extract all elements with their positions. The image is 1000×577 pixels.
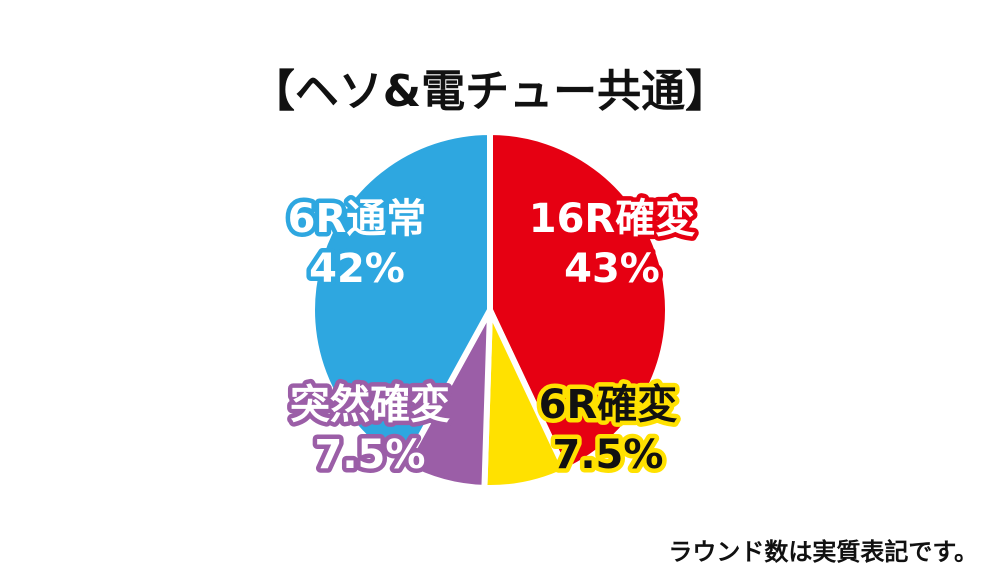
slice-label-totsuzen-kakuhen: 突然確変 7.5% xyxy=(286,378,455,483)
pie-slice-6r-tsujo xyxy=(309,129,493,469)
slice-value-6r-kakuhen: 7.5% xyxy=(553,432,664,478)
chart-title: 【ヘソ&電チュー共通】 xyxy=(251,66,729,117)
footnote: ラウンド数は実質表記です。 xyxy=(668,538,978,566)
pie-slice-16r-kakuhen xyxy=(487,129,671,475)
slice-label-6r-kakuhen: 6R確変 7.5% xyxy=(534,378,682,483)
slice-value-16r-kakuhen: 43% xyxy=(564,246,660,292)
slice-value-6r-tsujo: 42% xyxy=(309,246,405,292)
slice-value-totsuzen-kakuhen: 7.5% xyxy=(315,432,426,478)
slice-label-6r-tsujo: 6R通常 42% xyxy=(283,192,431,297)
slice-name-totsuzen-kakuhen: 突然確変 xyxy=(290,382,450,428)
slice-label-16r-kakuhen: 16R確変 43% xyxy=(524,192,699,297)
slice-name-16r-kakuhen: 16R確変 xyxy=(529,196,695,242)
slice-name-6r-kakuhen: 6R確変 xyxy=(539,382,678,428)
pie-slices xyxy=(309,129,671,491)
slice-name-6r-tsujo: 6R通常 xyxy=(288,196,427,242)
